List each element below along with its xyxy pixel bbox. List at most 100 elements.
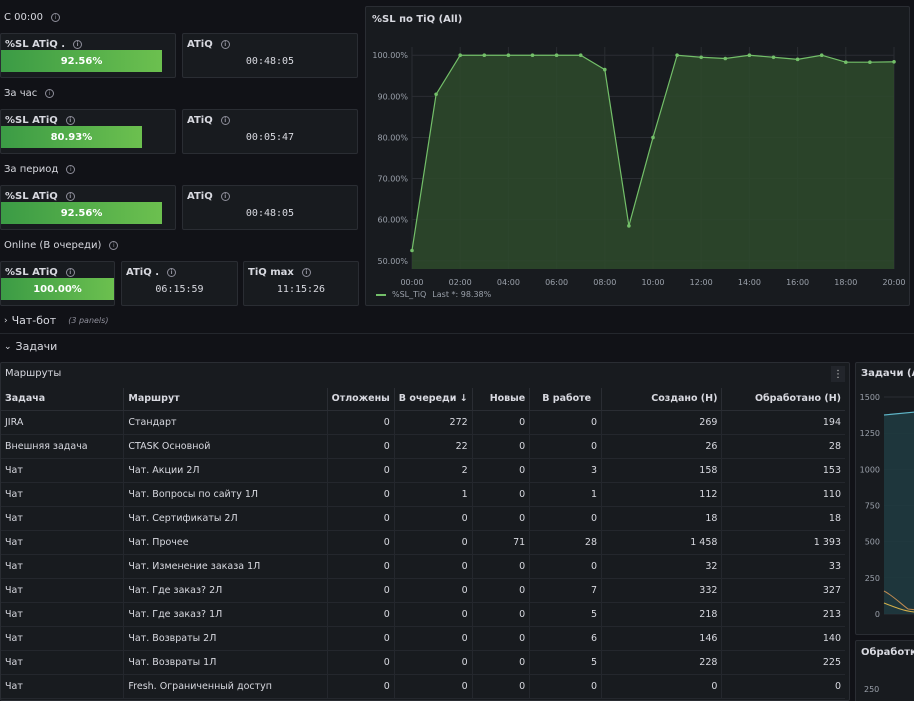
info-icon[interactable]: i xyxy=(301,268,311,277)
table-cell: 6 xyxy=(529,626,602,651)
table-cell: 225 xyxy=(721,650,845,675)
col-header-created[interactable]: Создано (Н) xyxy=(601,388,723,411)
row-chatbot-panel-count: (3 panels) xyxy=(68,316,109,325)
info-icon[interactable]: i xyxy=(220,192,230,201)
table-cell: Чат xyxy=(1,650,125,675)
info-icon[interactable]: i xyxy=(220,116,230,125)
stat-panel-sl-atiq-period: %SL ATiQ i 92.56% xyxy=(0,185,176,230)
table-cell: 0 xyxy=(394,650,473,675)
x-tick-label: 12:00 xyxy=(690,278,713,287)
table-row[interactable]: Чат Чат. Прочее 0 0 71 28 1 458 1 393 xyxy=(1,530,845,555)
table-cell: 0 xyxy=(394,506,473,531)
y-tick-label: 60.00% xyxy=(377,216,408,225)
col-header-in-work[interactable]: В работе xyxy=(529,388,602,411)
col-header-route[interactable]: Маршрут xyxy=(123,388,328,411)
info-icon[interactable]: i xyxy=(109,241,119,250)
table-row[interactable]: Внешняя задача CTASK Основной 0 22 0 0 26 28 xyxy=(1,434,845,459)
row-tasks[interactable]: ⌄ Задачи xyxy=(4,340,57,353)
table-cell: Чат. Возвраты 1Л xyxy=(123,650,328,675)
series-line xyxy=(883,411,914,416)
table-cell: Чат. Вопросы по сайту 1Л xyxy=(123,482,328,507)
col-header-processed[interactable]: Обработано (Н) xyxy=(721,388,845,411)
stat-panel-sl-atiq-online: %SL ATiQ i 100.00% xyxy=(0,261,115,306)
table-cell: 228 xyxy=(601,650,723,675)
table-cell: 0 xyxy=(721,674,845,699)
panel-title: %SL ATiQ . i xyxy=(5,39,83,50)
panel-title: ATiQ . i xyxy=(126,267,176,278)
panel-title: %SL ATiQ i xyxy=(5,191,75,202)
table-row[interactable]: Чат Чат. Возвраты 1Л 0 0 0 5 228 225 xyxy=(1,650,845,675)
table-row[interactable]: Чат Чат. Изменение заказа 1Л 0 0 0 0 32 33 xyxy=(1,554,845,579)
table-cell: 269 xyxy=(601,410,723,435)
table-cell: 153 xyxy=(721,458,845,483)
panel-menu-icon[interactable]: ⋮ xyxy=(831,366,845,382)
col-header-task[interactable]: Задача xyxy=(1,388,125,411)
data-point xyxy=(506,53,511,58)
routes-title: Маршруты xyxy=(5,368,62,379)
table-cell: Чат. Где заказ? 2Л xyxy=(123,578,328,603)
panel-title-label: ATiQ . xyxy=(126,267,159,278)
table-row[interactable]: Чат Чат. Где заказ? 2Л 0 0 0 7 332 327 xyxy=(1,578,845,603)
chart-legend[interactable]: %SL_TiQ Last *: 98.38% xyxy=(376,290,491,299)
table-cell: CTASK Основной xyxy=(123,434,328,459)
info-icon[interactable]: i xyxy=(167,268,176,277)
col-header-in-queue[interactable]: В очереди ↓ xyxy=(394,388,473,411)
stat-value-bar: 100.00% xyxy=(1,278,114,300)
col-header-new[interactable]: Новые xyxy=(472,388,531,411)
x-tick-label: 18:00 xyxy=(834,278,857,287)
table-cell: Чат xyxy=(1,578,125,603)
y-tick-label: 90.00% xyxy=(377,92,408,101)
info-icon[interactable]: i xyxy=(66,165,76,174)
col-header-postponed[interactable]: Отложены xyxy=(327,388,395,411)
row-title-label: За час xyxy=(4,88,38,99)
row-title-period: За период i xyxy=(4,164,76,175)
info-icon[interactable]: i xyxy=(45,89,55,98)
y-tick-label: 50.00% xyxy=(377,257,408,266)
x-tick-label: 00:00 xyxy=(400,278,423,287)
stat-value-bar: 80.93% xyxy=(1,126,142,148)
routes-table-panel: Маршруты ⋮ Задача Маршрут Отложены В оче… xyxy=(0,362,850,701)
table-cell: 5 xyxy=(529,602,602,627)
table-row[interactable]: Чат Чат. Акции 2Л 0 2 0 3 158 153 xyxy=(1,458,845,483)
table-row[interactable]: Чат Чат. Где заказ? 1Л 0 0 0 5 218 213 xyxy=(1,602,845,627)
table-cell: JIRA xyxy=(1,410,125,435)
table-row[interactable]: Чат Чат. Сертификаты 2Л 0 0 0 0 18 18 xyxy=(1,506,845,531)
stat-value: 80.93% xyxy=(50,131,93,143)
table-cell: 5 xyxy=(529,650,602,675)
data-point xyxy=(771,55,776,60)
table-row[interactable]: Чат Fresh. Ограниченный доступ 0 0 0 0 0 0 xyxy=(1,674,845,699)
row-title-label: Online (В очереди) xyxy=(4,240,102,251)
info-icon[interactable]: i xyxy=(220,40,230,49)
row-divider xyxy=(0,333,914,334)
info-icon[interactable]: i xyxy=(65,192,75,201)
row-tasks-label: Задачи xyxy=(15,340,58,353)
table-cell: 194 xyxy=(721,410,845,435)
table-cell: Чат xyxy=(1,554,125,579)
table-row[interactable]: Чат Чат. Возвраты 2Л 0 0 0 6 146 140 xyxy=(1,626,845,651)
row-chatbot[interactable]: › Чат-бот (3 panels) xyxy=(4,314,108,327)
info-icon[interactable]: i xyxy=(65,268,75,277)
table-cell: 18 xyxy=(601,506,723,531)
stat-panel-sl-atiq-today: %SL ATiQ . i 92.56% xyxy=(0,33,176,78)
row-title-hour: За час i xyxy=(4,88,55,99)
table-cell: 1 458 xyxy=(601,530,723,555)
info-icon[interactable]: i xyxy=(73,40,83,49)
table-row[interactable]: Чат Чат. Вопросы по сайту 1Л 0 1 0 1 112 110 xyxy=(1,482,845,507)
table-cell: 0 xyxy=(394,578,473,603)
table-cell: 0 xyxy=(601,674,723,699)
info-icon[interactable]: i xyxy=(50,13,60,22)
panel-title-label: ATiQ xyxy=(187,191,213,202)
data-point xyxy=(651,135,655,140)
stat-value-bar: 92.56% xyxy=(1,50,163,72)
table-cell: 0 xyxy=(327,554,395,579)
y-tick-label: 250 xyxy=(865,574,880,583)
info-icon[interactable]: i xyxy=(65,116,75,125)
table-cell: 146 xyxy=(601,626,723,651)
table-cell: Чат. Сертификаты 2Л xyxy=(123,506,328,531)
processing-chart-title: Обработка xyxy=(861,647,914,658)
table-cell: 0 xyxy=(529,506,602,531)
table-cell: 0 xyxy=(472,602,531,627)
table-cell: 28 xyxy=(721,434,845,459)
x-tick-label: 08:00 xyxy=(593,278,616,287)
table-row[interactable]: JIRA Стандарт 0 272 0 0 269 194 xyxy=(1,410,845,435)
